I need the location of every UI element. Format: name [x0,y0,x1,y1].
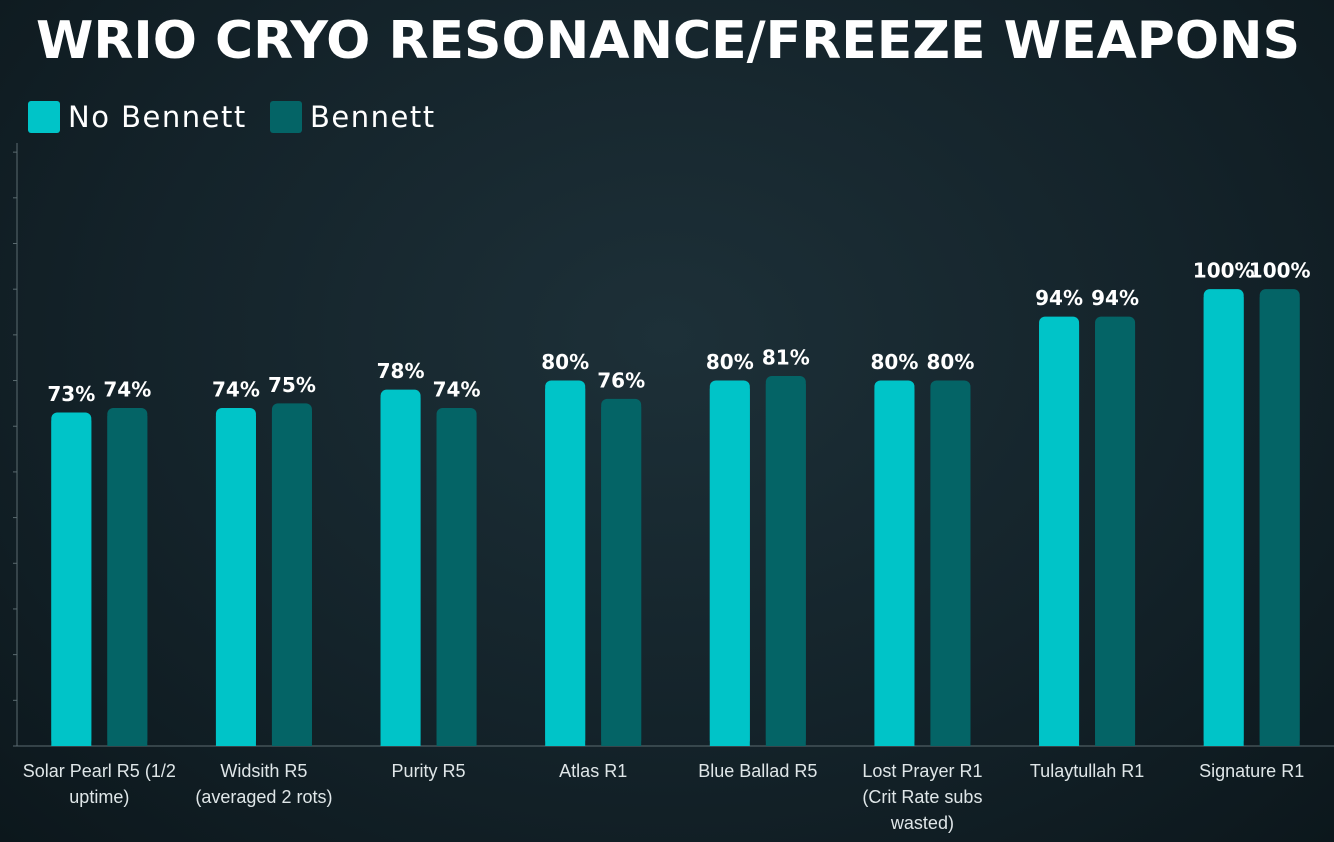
bar-base [51,420,92,746]
bar-base [765,383,806,746]
chart-title: WRIO CRYO RESONANCE/FREEZE WEAPONS [36,11,1300,71]
data-label: 100% [1249,259,1311,283]
x-tick-label: Widsith R5 (averaged 2 rots) [195,761,333,807]
bar-base [1203,297,1244,746]
x-tick-label: Blue Ballad R5 [698,761,818,781]
data-label: 80% [927,350,975,374]
data-label: 73% [47,382,95,406]
x-tick-label: Signature R1 [1199,761,1305,781]
bar-base [380,397,421,746]
bar-base [1039,324,1080,746]
legend-swatch [28,101,60,133]
x-tick-label: Purity R5 [391,761,466,781]
x-tick-label: Atlas R1 [559,761,628,781]
data-label: 81% [762,345,810,369]
bar-base [709,388,750,746]
data-label: 94% [1091,286,1139,310]
bar-base [874,388,915,746]
x-tick-label: Lost Prayer R1 (Crit Rate subs wasted) [862,761,983,833]
bar-base [1259,297,1300,746]
bar-base [215,415,256,746]
bar-base [436,415,477,746]
data-label: 75% [268,373,316,397]
data-label: 74% [103,377,151,401]
bar-base [545,388,586,746]
bar-base [601,406,642,746]
data-label: 80% [541,350,589,374]
legend-label: Bennett [310,100,436,134]
bar-base [1095,324,1136,746]
legend-label: No Bennett [68,100,247,134]
data-label: 76% [597,368,645,392]
data-label: 80% [706,350,754,374]
x-tick-label: Tulaytullah R1 [1029,761,1145,781]
bar-base [271,411,312,746]
x-tick-label: Solar Pearl R5 (1/2 uptime) [22,761,176,807]
data-label: 80% [871,350,919,374]
bar-base [107,415,148,746]
data-label: 74% [433,377,481,401]
data-label: 100% [1193,259,1255,283]
data-label: 94% [1035,286,1083,310]
bar-base [930,388,971,746]
data-label: 78% [377,359,425,383]
legend-swatch [270,101,302,133]
data-label: 74% [212,377,260,401]
